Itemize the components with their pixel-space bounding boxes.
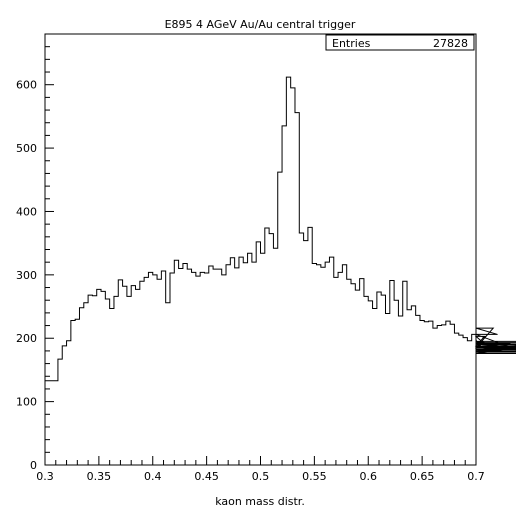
x-tick-label: 0.65: [410, 470, 435, 483]
x-tick-label: 0.3: [36, 470, 54, 483]
histogram-layer: [45, 76, 516, 382]
x-tick-label: 0.6: [360, 470, 378, 483]
stats-box: [325, 34, 475, 51]
y-tick-label: 0: [30, 459, 37, 472]
y-tick-label: 400: [16, 205, 37, 218]
x-tick-label: 0.4: [144, 470, 162, 483]
stats-entries-label: Entries: [332, 37, 371, 50]
x-tick-label: 0.35: [87, 470, 112, 483]
y-tick-label: 600: [16, 79, 37, 92]
y-tick-label: 500: [16, 142, 37, 155]
x-tick-label: 0.45: [194, 470, 219, 483]
ticks-layer: 0.3 0.35 0.4 0.45 0.5 0.55 0.6 0.65 0.7 0 100 200 30…: [16, 33, 485, 483]
x-axis-label: kaon mass distr.: [215, 495, 305, 508]
y-tick-label: 300: [16, 269, 37, 282]
x-tick-label: 0.5: [252, 470, 270, 483]
histogram-outline: [45, 76, 516, 382]
chart-title: E895 4 AGeV Au/Au central trigger: [165, 18, 356, 31]
stats-entries-value: 27828: [433, 37, 468, 50]
x-tick-label: 0.7: [467, 470, 485, 483]
x-tick-label: 0.55: [302, 470, 327, 483]
y-tick-label: 200: [16, 332, 37, 345]
y-tick-label: 100: [16, 396, 37, 409]
